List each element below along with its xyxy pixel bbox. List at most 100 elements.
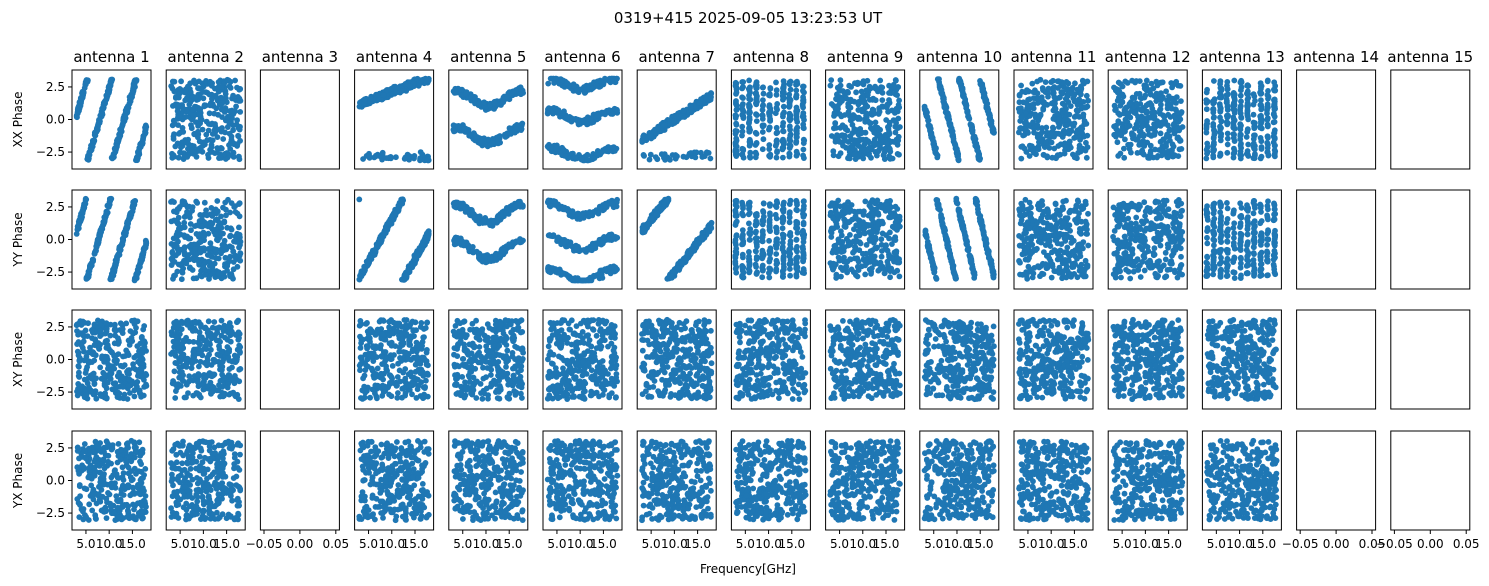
- data-point: [216, 220, 223, 226]
- data-point: [512, 203, 519, 210]
- data-point: [192, 318, 199, 325]
- data-point: [356, 516, 363, 522]
- data-point: [217, 353, 223, 359]
- data-point: [394, 439, 400, 445]
- data-point: [140, 249, 147, 256]
- data-point: [82, 200, 89, 207]
- data-point: [207, 500, 214, 506]
- data-point: [178, 472, 184, 479]
- x-axis-label: Frequency[GHz]: [700, 562, 796, 576]
- data-point: [236, 200, 243, 207]
- data-point: [219, 472, 225, 479]
- data-point: [379, 392, 386, 399]
- data-point: [220, 270, 227, 276]
- data-point: [89, 507, 96, 514]
- data-point: [170, 482, 176, 489]
- data-point: [386, 447, 393, 454]
- data-point: [122, 353, 129, 359]
- data-point: [135, 149, 142, 155]
- data-point: [496, 326, 502, 333]
- data-point: [369, 474, 376, 481]
- data-point: [133, 352, 140, 359]
- data-point: [81, 466, 87, 472]
- data-point: [490, 343, 497, 349]
- data-point: [214, 198, 221, 204]
- data-point: [120, 115, 127, 122]
- data-point: [85, 474, 92, 481]
- data-point: [476, 349, 482, 356]
- data-point: [175, 154, 182, 161]
- data-point: [125, 508, 131, 515]
- data-point: [131, 439, 138, 446]
- y-tick-label: 0.0: [46, 233, 65, 247]
- data-point: [188, 147, 195, 154]
- data-point: [378, 342, 384, 349]
- data-point: [424, 77, 431, 84]
- data-point: [378, 372, 385, 378]
- data-point: [119, 474, 126, 481]
- data-point: [387, 381, 393, 387]
- data-point: [169, 198, 176, 205]
- data-point: [116, 246, 123, 253]
- x-tick-label: 0.05: [322, 537, 349, 551]
- data-point: [230, 122, 237, 129]
- data-point: [183, 364, 190, 370]
- data-point: [419, 481, 426, 487]
- data-point: [131, 444, 138, 451]
- data-point: [227, 253, 234, 260]
- data-point: [388, 356, 395, 362]
- data-point: [415, 493, 422, 500]
- data-point: [375, 468, 382, 475]
- data-point: [178, 144, 184, 151]
- data-point: [105, 84, 112, 91]
- data-point: [462, 392, 469, 399]
- data-point: [483, 259, 489, 266]
- subplot: −2.50.02.5XY Phase: [11, 309, 152, 410]
- data-point: [384, 440, 390, 447]
- data-point: [361, 96, 368, 103]
- data-point: [169, 249, 176, 256]
- data-point: [208, 346, 214, 353]
- data-point: [461, 126, 467, 133]
- data-point: [226, 346, 233, 353]
- data-point: [105, 204, 112, 210]
- data-point: [360, 477, 367, 484]
- data-point: [362, 267, 368, 273]
- data-point: [208, 253, 214, 259]
- data-point: [201, 199, 208, 206]
- data-point: [508, 329, 514, 336]
- data-point: [358, 340, 364, 346]
- data-point: [237, 442, 244, 449]
- data-point: [208, 211, 215, 218]
- data-point: [179, 442, 186, 449]
- data-point: [399, 477, 406, 483]
- data-point: [225, 324, 231, 330]
- data-point: [215, 442, 222, 449]
- data-point: [97, 482, 103, 489]
- data-point: [375, 448, 382, 455]
- data-point: [81, 448, 88, 455]
- data-point: [187, 80, 194, 87]
- data-point: [220, 455, 226, 462]
- data-point: [372, 153, 379, 160]
- data-point: [112, 332, 118, 339]
- data-point: [411, 482, 418, 489]
- data-point: [103, 395, 110, 402]
- data-point: [406, 342, 413, 348]
- data-point: [485, 392, 491, 398]
- data-point: [206, 110, 213, 117]
- data-point: [73, 113, 80, 120]
- data-point: [211, 319, 218, 325]
- data-point: [190, 106, 196, 113]
- y-tick-label: 2.5: [46, 441, 65, 455]
- data-point: [203, 207, 210, 214]
- data-point: [82, 79, 89, 85]
- data-point: [401, 385, 407, 391]
- data-point: [224, 76, 231, 83]
- data-point: [411, 514, 417, 521]
- data-point: [177, 358, 184, 365]
- data-point: [232, 373, 238, 379]
- data-point: [102, 378, 109, 384]
- data-point: [236, 156, 243, 163]
- data-point: [172, 272, 179, 279]
